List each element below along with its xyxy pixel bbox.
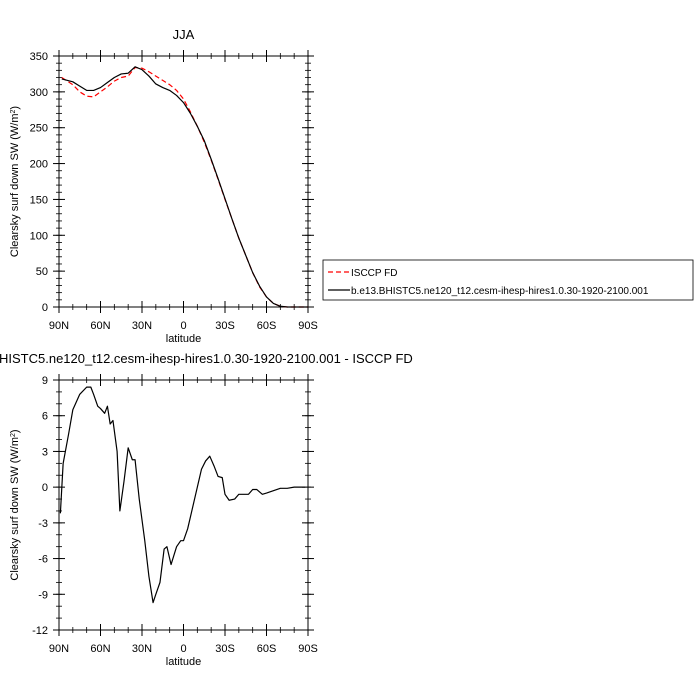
y-tick-label: 100: [30, 230, 48, 242]
y-tick-label: 3: [42, 446, 48, 458]
legend-box: [322, 259, 694, 301]
x-tick-label: 30N: [132, 643, 152, 655]
x-tick-label: 60N: [90, 320, 110, 332]
y-tick-label: 0: [42, 302, 48, 314]
y-tick-label: 200: [30, 159, 48, 171]
chart-panel-1: JJA 90N 60N 30N 0 30S 60S 90S 0 50 100 150 200 250 300…: [9, 27, 694, 345]
y-tick-label: 6: [42, 411, 48, 423]
x-tick-label: 0: [180, 320, 186, 332]
y-tick-label: 50: [36, 266, 48, 278]
x-axis-label: latitude: [166, 333, 201, 345]
y-axis-label: Clearsky surf down SW (W/m2): [9, 106, 21, 257]
y-axis-label-superscript: 2: [10, 109, 17, 113]
x-tick-label: 30S: [215, 320, 235, 332]
legend: ISCCP FD b.e13.BHISTC5.ne120_t12.cesm-ihe…: [322, 259, 694, 301]
legend-entry-label: b.e13.BHISTC5.ne120_t12.cesm-ihesp-hires…: [351, 286, 649, 297]
plot-frame: [58, 55, 309, 308]
y-tick-label: -12: [32, 625, 48, 637]
x-tick-label: 60N: [90, 643, 110, 655]
chart-title: JJA: [173, 27, 195, 42]
y-axis-label-close: ): [9, 429, 21, 433]
plot-frame: [58, 379, 309, 631]
y-tick-label: 350: [30, 51, 48, 63]
legend-entry-label: ISCCP FD: [351, 268, 398, 279]
y-axis-label-close: ): [9, 106, 21, 110]
y-tick-label: 250: [30, 123, 48, 135]
x-axis-label: latitude: [166, 656, 201, 668]
series-line-1: [59, 386, 306, 604]
y-tick-label: 150: [30, 194, 48, 206]
x-tick-label: 60S: [257, 320, 277, 332]
series-line-2: [61, 66, 308, 308]
x-tick-label: 90N: [49, 643, 69, 655]
y-axis-label-text: Clearsky surf down SW (W/m: [9, 113, 21, 257]
x-tick-label: 30N: [132, 320, 152, 332]
y-axis-label-superscript: 2: [10, 433, 17, 437]
series-line-1: [61, 66, 308, 308]
y-tick-label: -3: [38, 518, 48, 530]
y-tick-label: -6: [38, 554, 48, 566]
x-tick-label: 30S: [215, 643, 235, 655]
x-tick-label: 0: [180, 643, 186, 655]
y-tick-label: -9: [38, 589, 48, 601]
y-axis-label: Clearsky surf down SW (W/m2): [9, 429, 21, 580]
x-tick-label: 90S: [298, 320, 318, 332]
chart-title: b.e13.BHISTC5.ne120_t12.cesm-ihesp-hires…: [0, 351, 413, 366]
x-tick-label: 60S: [257, 643, 277, 655]
chart-panel-2: b.e13.BHISTC5.ne120_t12.cesm-ihesp-hires…: [0, 351, 413, 668]
y-tick-label: 300: [30, 87, 48, 99]
y-axis-label-text: Clearsky surf down SW (W/m: [9, 437, 21, 581]
y-tick-label: 0: [42, 482, 48, 494]
y-tick-label: 9: [42, 375, 48, 387]
x-tick-label: 90N: [49, 320, 69, 332]
x-tick-label: 90S: [298, 643, 318, 655]
